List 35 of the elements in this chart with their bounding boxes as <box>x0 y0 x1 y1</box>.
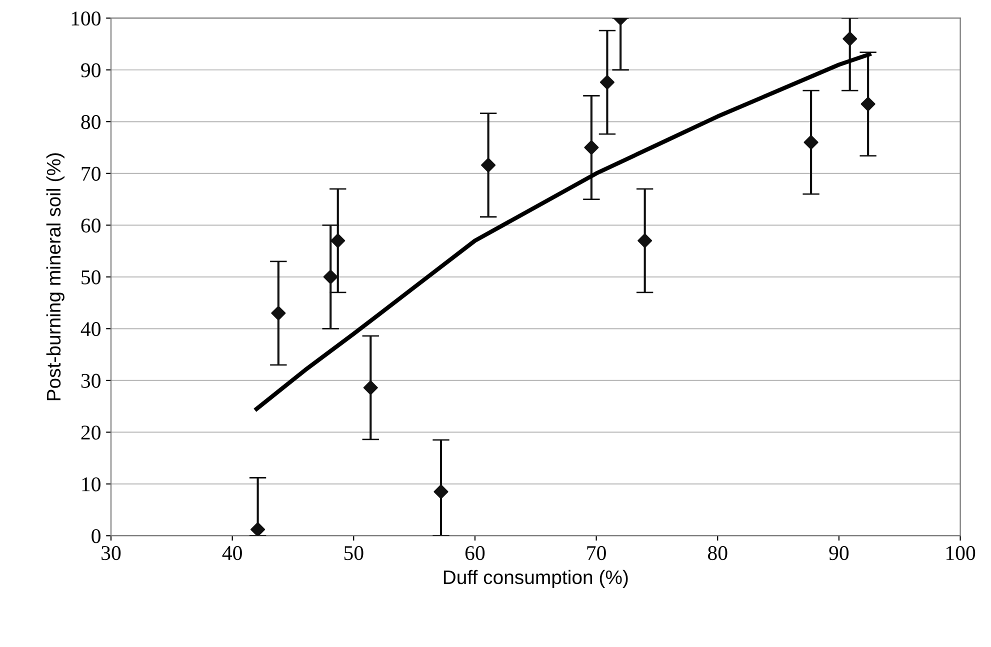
point <box>481 158 496 172</box>
point <box>271 306 286 320</box>
x-tick-label: 50 <box>344 546 364 560</box>
point <box>804 135 818 150</box>
point <box>842 32 858 46</box>
x-tick-label: 70 <box>587 546 606 560</box>
point <box>363 380 378 395</box>
point <box>638 233 652 248</box>
point <box>434 484 448 500</box>
x-tick-label: 40 <box>222 546 242 560</box>
y-tick-label: 30 <box>81 374 100 388</box>
x-tick-label: 30 <box>102 546 121 560</box>
y-tick-label: 90 <box>81 63 100 78</box>
y-tick-label: 10 <box>82 477 100 492</box>
x-tick-label: 60 <box>465 546 485 560</box>
line-series <box>254 52 872 411</box>
y-tick-label: 100 <box>72 11 100 26</box>
point <box>860 96 876 112</box>
x-tick-label: 100 <box>946 546 976 560</box>
y-tick-label: 50 <box>82 270 100 284</box>
y-axis-title: Post-burning mineral soil (%) <box>46 153 64 400</box>
x-tick-label: 80 <box>708 546 728 560</box>
x-tick-label: 90 <box>829 546 849 560</box>
y-tick-label: 60 <box>81 218 100 233</box>
y-tick-label: 70 <box>82 166 100 181</box>
y-tick-label: 40 <box>80 322 100 336</box>
point <box>600 75 614 90</box>
point <box>250 522 266 536</box>
y-tick-label: 20 <box>81 426 100 440</box>
x-axis-title: Duff consumption (%) <box>444 570 628 588</box>
y-tick-label: 0 <box>92 529 100 544</box>
point <box>330 233 346 248</box>
point <box>584 140 599 155</box>
y-tick-label: 80 <box>81 115 100 130</box>
point <box>323 270 338 284</box>
